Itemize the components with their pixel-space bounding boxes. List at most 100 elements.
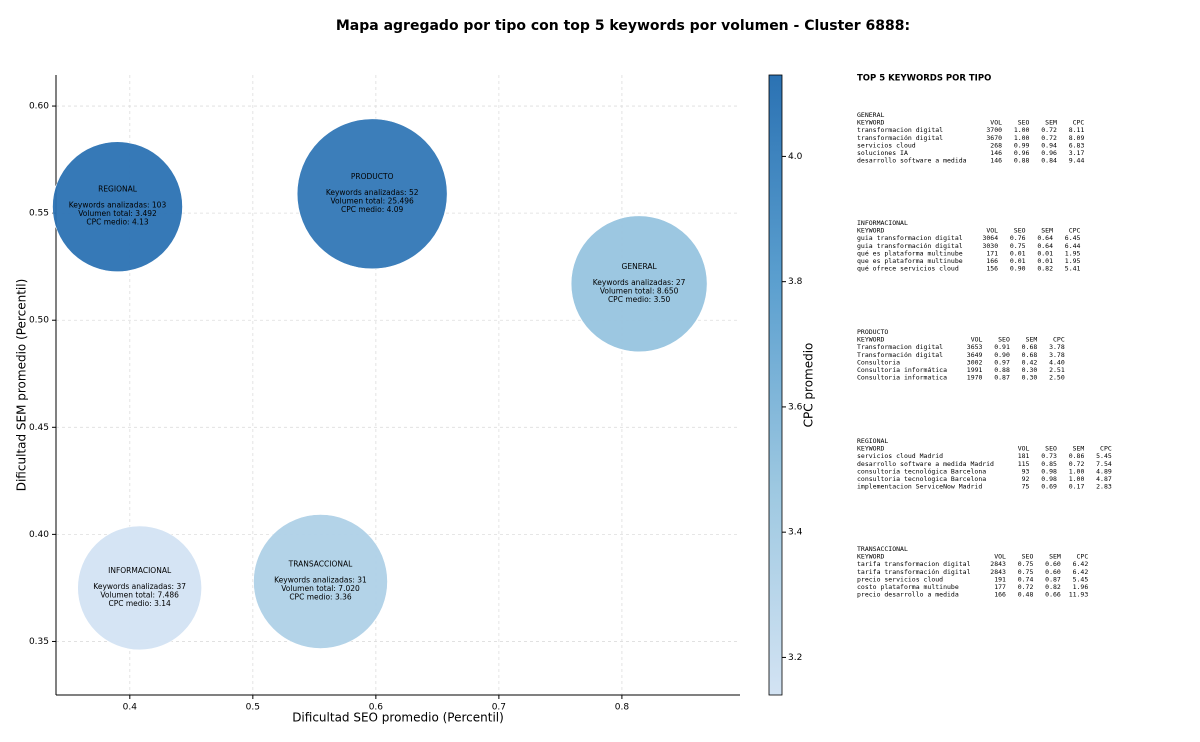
group-name: REGIONAL (857, 437, 888, 445)
bubble-label: Volumen total: 7.486 (100, 590, 179, 599)
table-cell: 0.76 (1010, 234, 1026, 242)
table-cell: 0.30 (1022, 366, 1038, 374)
table-cell: qué ofrece servicios cloud (857, 265, 959, 273)
table-cell: 3.17 (1069, 149, 1085, 157)
x-tick-label: 0.6 (369, 703, 384, 713)
table-header: SEM (1045, 119, 1057, 127)
chart-title: Mapa agregado por tipo con top 5 keyword… (336, 18, 910, 34)
y-tick-label: 0.55 (29, 209, 49, 219)
bubble-label: CPC medio: 4.09 (341, 205, 404, 214)
table-cell: 8.09 (1069, 134, 1085, 142)
table-cell: 3030 (982, 242, 998, 250)
panel-title: TOP 5 KEYWORDS POR TIPO (857, 74, 991, 84)
table-cell: 0.75 (1018, 568, 1034, 576)
table-cell: 0.91 (994, 343, 1010, 351)
table-header: VOL (994, 553, 1006, 561)
bubble (77, 525, 202, 651)
table-cell: 0.96 (1041, 149, 1057, 157)
table-cell: 181 (1018, 452, 1030, 460)
table-cell: guia transformación digital (857, 242, 963, 250)
table-header: SEM (1073, 445, 1085, 453)
table-cell: 75 (1022, 483, 1030, 491)
table-header: SEO (1014, 227, 1026, 235)
table-cell: 6.42 (1073, 560, 1089, 568)
table-header: SEO (1045, 445, 1057, 453)
table-cell: 5.45 (1073, 575, 1089, 583)
table-header: KEYWORD (857, 445, 884, 453)
table-cell: 0.72 (1041, 126, 1057, 134)
bubble-label: Keywords analizadas: 31 (274, 575, 367, 584)
table-cell: 0.98 (1041, 467, 1057, 475)
table-cell: 3670 (986, 134, 1002, 142)
bubble-label: REGIONAL (98, 185, 138, 194)
table-header: VOL (986, 227, 998, 235)
bubble-label: Keywords analizadas: 27 (593, 278, 686, 287)
table-header: SEM (1049, 553, 1061, 561)
table-cell: 0.84 (1041, 157, 1057, 165)
table-cell: 0.82 (1037, 265, 1053, 273)
table-cell: 11.93 (1069, 591, 1089, 599)
table-cell: 4.87 (1096, 475, 1112, 483)
table-cell: 0.01 (1037, 249, 1053, 257)
bubble-label: Keywords analizadas: 52 (326, 188, 419, 197)
table-cell: 0.69 (1041, 483, 1057, 491)
table-cell: tarifa transformacion digital (857, 560, 971, 568)
table-cell: 0.01 (1010, 249, 1026, 257)
table-cell: 3002 (967, 358, 983, 366)
table-cell: 0.64 (1037, 234, 1053, 242)
table-header: SEO (998, 336, 1010, 344)
bubble (52, 141, 183, 273)
table-header: KEYWORD (857, 119, 884, 127)
table-cell: 166 (994, 591, 1006, 599)
bubble-label: Volumen total: 8.650 (600, 286, 679, 295)
table-cell: transformación digital (857, 134, 943, 142)
table-cell: 0.68 (1022, 343, 1038, 351)
colorbar-tick-label: 3.8 (788, 277, 803, 287)
table-cell: qué es plataforma multinube (857, 249, 963, 257)
colorbar-tick-label: 3.2 (788, 653, 802, 663)
x-tick-label: 0.8 (615, 703, 630, 713)
table-header: SEM (1041, 227, 1053, 235)
table-cell: 0.66 (1045, 591, 1061, 599)
table-cell: 1.00 (1014, 134, 1030, 142)
table-cell: 3653 (967, 343, 983, 351)
group-name: GENERAL (857, 111, 884, 119)
bubble (570, 215, 708, 353)
table-cell: 0.73 (1041, 452, 1057, 460)
table-cell: 0.75 (1018, 560, 1034, 568)
table-cell: 3.78 (1049, 343, 1065, 351)
table-header: VOL (990, 119, 1002, 127)
table-cell: 1.95 (1065, 249, 1081, 257)
bubble (253, 514, 388, 649)
table-cell: 0.97 (994, 358, 1010, 366)
table-cell: 6.83 (1069, 141, 1085, 149)
table-header: VOL (1018, 445, 1030, 453)
bubble-label: PRODUCTO (351, 172, 394, 181)
table-cell: 268 (990, 141, 1002, 149)
table-cell: 0.85 (1041, 460, 1057, 468)
table-cell: 5.41 (1065, 265, 1081, 273)
table-cell: 93 (1022, 467, 1030, 475)
table-header: CPC (1077, 553, 1089, 561)
table-cell: 0.60 (1045, 568, 1061, 576)
table-cell: 6.44 (1065, 242, 1081, 250)
table-header: SEO (1018, 119, 1030, 127)
bubble-label: GENERAL (622, 262, 658, 271)
table-cell: 191 (994, 575, 1006, 583)
x-tick-label: 0.7 (492, 703, 506, 713)
y-tick-label: 0.50 (29, 316, 49, 326)
table-cell: 0.01 (1037, 257, 1053, 265)
table-cell: 1.00 (1014, 126, 1030, 134)
table-cell: 0.82 (1045, 583, 1061, 591)
table-cell: 1.96 (1073, 583, 1089, 591)
table-cell: consultoría tecnológica Barcelona (857, 467, 986, 475)
table-cell: 3.78 (1049, 351, 1065, 359)
table-cell: Consultoria informatica (857, 374, 947, 382)
table-cell: 0.74 (1018, 575, 1034, 583)
table-cell: 7.54 (1096, 460, 1112, 468)
y-tick-label: 0.45 (29, 423, 49, 433)
table-header: CPC (1053, 336, 1065, 344)
table-cell: 5.45 (1096, 452, 1112, 460)
bubble-label: CPC medio: 3.14 (108, 599, 171, 608)
